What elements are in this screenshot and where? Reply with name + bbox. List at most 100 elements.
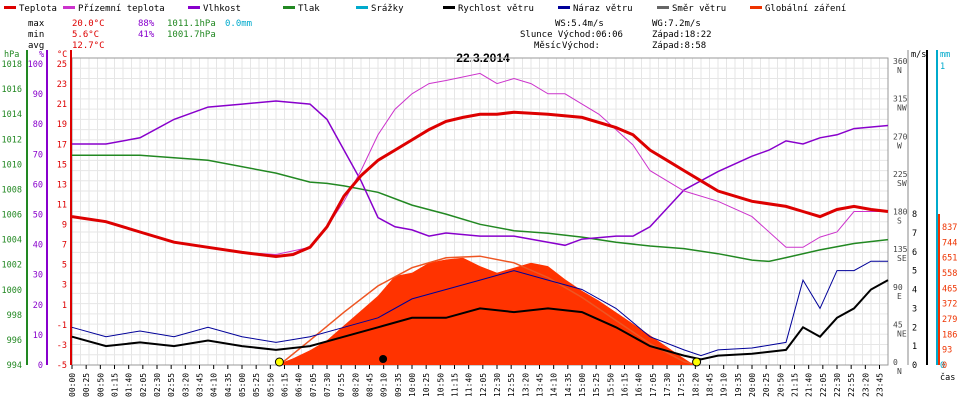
axis-dir-tick: 180 xyxy=(893,208,908,217)
axis-dir-tick: 315 xyxy=(893,95,908,104)
wind-gust-line xyxy=(71,260,888,357)
axis-degc-tick: 11 xyxy=(57,200,67,210)
legend-item: Vlhkost xyxy=(203,4,241,14)
stat-min-temp: 5.6°C xyxy=(72,30,99,40)
x-tick-label: 12:30 xyxy=(493,373,502,397)
x-tick-label: 19:35 xyxy=(734,373,743,397)
axis-ms-tick: 7 xyxy=(912,229,917,239)
legend-item: Globální záření xyxy=(765,4,846,14)
axis-dir-tick: 270 xyxy=(893,132,908,141)
x-tick-label: 13:45 xyxy=(536,373,545,397)
x-tick-label: 23:20 xyxy=(861,373,870,397)
x-tick-label: 08:20 xyxy=(351,373,360,397)
legend-swatch xyxy=(283,6,295,9)
axis-hpa-tick: 1006 xyxy=(2,211,22,221)
legend-item: Přízemní teplota xyxy=(78,4,165,14)
axis-dir-tick-label: S xyxy=(897,217,902,226)
axis-degc-tick: 3 xyxy=(62,281,67,291)
wind-speed-line xyxy=(71,279,889,361)
x-tick-label: 03:20 xyxy=(181,373,190,397)
moon-marker xyxy=(379,355,388,363)
x-tick-label: 06:15 xyxy=(281,373,290,397)
x-tick-label: 21:40 xyxy=(805,373,814,397)
stats-block: max 20.0°C 88% 1011.1hPa 0.0mm min 5.6°C… xyxy=(28,19,712,51)
x-tick-label: 17:55 xyxy=(677,373,686,397)
axis-dir-tick-label: N xyxy=(897,66,902,75)
x-tick-label: 01:40 xyxy=(125,373,134,397)
axis-wm2-tick: 372 xyxy=(942,300,957,310)
stat-max-rain: 0.0mm xyxy=(225,19,252,29)
legend-swatch xyxy=(63,6,75,9)
axis-pct-unit: % xyxy=(39,50,44,60)
legend-item: Srážky xyxy=(371,4,404,14)
axis-dir-tick-label: NW xyxy=(897,104,907,113)
x-tick-label: 11:40 xyxy=(465,373,474,397)
axis-pct-tick: 20 xyxy=(33,301,43,311)
axis-degc-tick: 9 xyxy=(62,221,67,231)
axes: 1018101610141012101010081006100410021000… xyxy=(2,50,957,376)
x-tick-label: 22:55 xyxy=(847,373,856,397)
axis-degc-tick: -3 xyxy=(57,341,67,351)
x-tick-label: 04:35 xyxy=(224,373,233,397)
axis-degc-tick: -1 xyxy=(57,321,67,331)
axis-dir-tick: 45 xyxy=(893,320,903,329)
x-tick-label: 00:50 xyxy=(96,373,105,397)
axis-pct-tick: 100 xyxy=(28,60,43,70)
solar-radiation-area xyxy=(276,257,695,365)
stat-max-temp: 20.0°C xyxy=(72,19,105,29)
legend-swatch xyxy=(356,6,368,9)
x-tick-label: 10:00 xyxy=(408,373,417,397)
x-tick-label: 17:05 xyxy=(649,373,658,397)
legend-item: Tlak xyxy=(298,4,320,14)
x-tick-label: 16:15 xyxy=(621,373,630,397)
axis-dir-tick-label: N xyxy=(897,367,902,376)
axis-dir-tick-label: W xyxy=(897,141,902,150)
axis-wm2-tick: 465 xyxy=(942,284,957,294)
axis-hpa-tick: 1010 xyxy=(2,160,22,170)
legend-swatch xyxy=(4,6,16,9)
series-layer xyxy=(71,72,889,367)
axis-dir-tick: 0 xyxy=(893,358,898,367)
axis-dir-tick-label: SW xyxy=(897,179,907,188)
x-tick-label: 00:00 xyxy=(68,373,77,397)
axis-hpa-tick: 1014 xyxy=(2,110,22,120)
x-tick-label: 18:45 xyxy=(706,373,715,397)
temperature-line xyxy=(71,110,889,259)
stat-avg-label: avg xyxy=(28,41,44,51)
legend-item: Náraz větru xyxy=(573,4,633,14)
x-tick-label: 15:00 xyxy=(578,373,587,397)
x-tick-label: 14:10 xyxy=(550,373,559,397)
axis-hpa-unit: hPa xyxy=(4,50,19,60)
stat-slunce-zapad: Západ:18:22 xyxy=(652,30,712,40)
solar-envelope-line xyxy=(278,255,698,366)
axis-degc-tick: 1 xyxy=(62,301,67,311)
x-tick-label: 02:30 xyxy=(153,373,162,397)
axis-wm2-tick: 558 xyxy=(942,269,957,279)
axis-pct-tick: 70 xyxy=(33,150,43,160)
axis-hpa-tick: 994 xyxy=(7,361,22,371)
legend-swatch xyxy=(750,6,762,9)
x-tick-label: 10:50 xyxy=(436,373,445,397)
x-tick-label: 03:45 xyxy=(196,373,205,397)
stat-mesic-zapad: Západ:8:58 xyxy=(652,41,706,51)
x-tick-label: 12:55 xyxy=(507,373,516,397)
legend-swatch xyxy=(188,6,200,9)
axis-pct-tick: 50 xyxy=(33,211,43,221)
x-tick-label: 05:25 xyxy=(252,373,261,397)
axis-degc-tick: 17 xyxy=(57,140,67,150)
x-tick-label: 13:20 xyxy=(521,373,530,397)
axis-wm2-tick: 837 xyxy=(942,223,957,233)
legend-item: Směr větru xyxy=(672,4,726,14)
axis-mm-tick: 1 xyxy=(940,62,945,72)
axis-dir-tick: 90 xyxy=(893,283,903,292)
stat-wg: WG:7.2m/s xyxy=(652,19,701,29)
axis-ms-tick: 3 xyxy=(912,304,917,314)
stat-ws: WS:5.4m/s xyxy=(555,19,604,29)
axis-hpa-tick: 996 xyxy=(7,336,22,346)
x-tick-label: 15:25 xyxy=(592,373,601,397)
axis-wm2-tick: 93 xyxy=(942,346,952,356)
ground-temperature-line xyxy=(71,72,888,256)
stat-slunce: Slunce Východ:06:06 xyxy=(520,30,623,40)
x-tick-label: 06:40 xyxy=(295,373,304,397)
axis-pct-tick: 0 xyxy=(38,361,43,371)
